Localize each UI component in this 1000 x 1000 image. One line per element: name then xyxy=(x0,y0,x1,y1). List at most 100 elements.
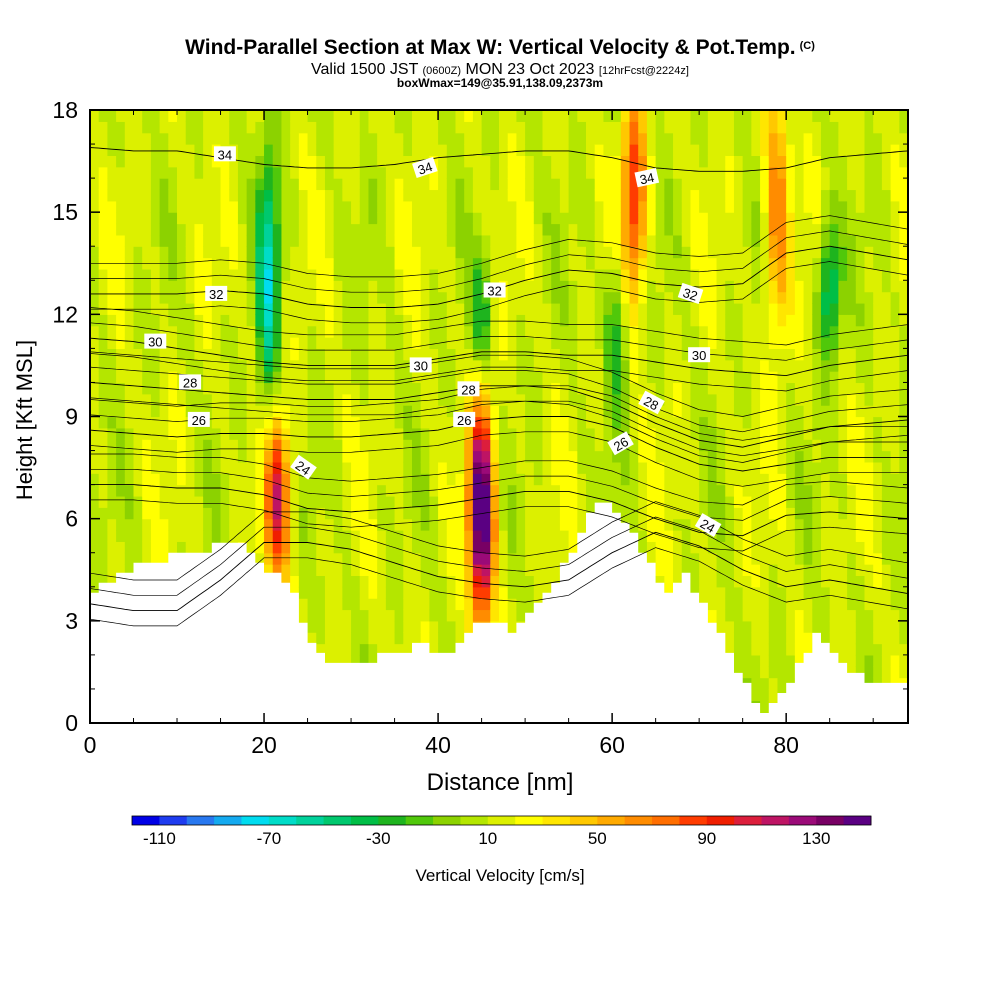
velocity-cell xyxy=(881,121,892,134)
velocity-cell xyxy=(646,144,657,157)
velocity-cell xyxy=(411,484,422,497)
velocity-cell xyxy=(368,325,378,338)
velocity-cell xyxy=(351,200,361,213)
velocity-cell xyxy=(707,325,718,338)
velocity-cell xyxy=(533,314,544,327)
velocity-cell xyxy=(429,257,439,270)
velocity-cell xyxy=(403,268,413,281)
velocity-cell xyxy=(455,144,465,157)
velocity-cell xyxy=(351,473,361,486)
velocity-cell xyxy=(881,609,892,622)
velocity-cell xyxy=(429,382,439,395)
velocity-cell xyxy=(142,144,152,157)
velocity-cell xyxy=(133,280,143,293)
velocity-cell xyxy=(420,450,430,463)
velocity-cell xyxy=(733,144,744,157)
velocity-cell xyxy=(620,223,631,236)
velocity-cell xyxy=(638,212,648,225)
velocity-cell xyxy=(177,359,187,372)
velocity-cell xyxy=(542,121,552,134)
velocity-cell xyxy=(324,586,335,599)
velocity-cell xyxy=(733,382,744,395)
velocity-cell xyxy=(777,212,787,225)
velocity-cell xyxy=(568,337,578,349)
velocity-cell xyxy=(481,178,491,191)
velocity-cell xyxy=(420,268,430,281)
velocity-cell xyxy=(168,234,178,247)
velocity-cell xyxy=(333,268,343,281)
velocity-cell xyxy=(820,405,831,418)
velocity-cell xyxy=(420,416,430,429)
velocity-cell xyxy=(855,507,866,520)
velocity-cell xyxy=(316,166,326,179)
velocity-cell xyxy=(211,223,222,236)
velocity-cell xyxy=(855,155,866,168)
velocity-cell xyxy=(655,110,665,122)
velocity-cell xyxy=(707,132,718,145)
velocity-cell xyxy=(481,359,491,372)
velocity-cell xyxy=(237,507,248,520)
velocity-cell xyxy=(203,507,213,520)
velocity-cell xyxy=(116,484,126,497)
velocity-cell xyxy=(472,359,483,372)
velocity-cell xyxy=(438,518,448,531)
velocity-cell xyxy=(385,495,396,508)
velocity-cell xyxy=(577,450,587,463)
velocity-cell xyxy=(385,121,396,134)
velocity-cell xyxy=(629,189,639,202)
velocity-cell xyxy=(733,393,744,406)
velocity-cell xyxy=(351,461,361,474)
velocity-cell xyxy=(873,166,883,179)
velocity-cell xyxy=(142,121,152,134)
velocity-cell xyxy=(394,110,404,122)
velocity-cell xyxy=(229,223,239,236)
velocity-cell xyxy=(90,314,100,327)
velocity-cell xyxy=(472,348,483,361)
velocity-cell xyxy=(298,302,309,315)
velocity-cell xyxy=(568,314,578,327)
velocity-cell xyxy=(490,144,500,157)
velocity-cell xyxy=(107,541,117,554)
velocity-cell xyxy=(220,450,230,463)
velocity-cell xyxy=(229,359,239,372)
velocity-cell xyxy=(881,598,892,611)
velocity-cell xyxy=(603,450,613,463)
velocity-cell xyxy=(411,302,422,315)
velocity-cell xyxy=(342,302,352,315)
velocity-cell xyxy=(168,371,178,384)
velocity-cell xyxy=(255,200,265,213)
velocity-cell xyxy=(229,268,239,281)
velocity-cell xyxy=(420,337,430,349)
velocity-cell xyxy=(429,632,439,645)
velocity-cell xyxy=(237,371,248,384)
velocity-cell xyxy=(359,212,370,225)
velocity-cell xyxy=(429,234,439,247)
velocity-cell xyxy=(847,302,857,315)
velocity-cell xyxy=(438,620,448,633)
velocity-cell xyxy=(342,144,352,157)
velocity-cell xyxy=(612,427,622,440)
velocity-cell xyxy=(290,495,300,508)
velocity-cell xyxy=(803,609,813,622)
velocity-cell xyxy=(307,302,317,315)
velocity-cell xyxy=(368,155,378,168)
velocity-cell xyxy=(777,530,787,542)
velocity-cell xyxy=(168,200,178,213)
velocity-cell xyxy=(324,280,335,293)
velocity-cell xyxy=(499,382,509,395)
velocity-cell xyxy=(298,552,309,565)
velocity-cell xyxy=(881,495,892,508)
velocity-cell xyxy=(377,268,387,281)
velocity-cell xyxy=(481,110,491,122)
velocity-cell xyxy=(812,302,822,315)
velocity-cell xyxy=(298,280,309,293)
velocity-cell xyxy=(90,337,100,349)
velocity-cell xyxy=(594,280,605,293)
velocity-cell xyxy=(760,166,770,179)
velocity-cell xyxy=(690,439,700,452)
velocity-cell xyxy=(586,484,596,497)
velocity-cell xyxy=(525,121,535,134)
velocity-cell xyxy=(551,246,561,259)
velocity-cell xyxy=(438,564,448,577)
velocity-cell xyxy=(316,530,326,542)
